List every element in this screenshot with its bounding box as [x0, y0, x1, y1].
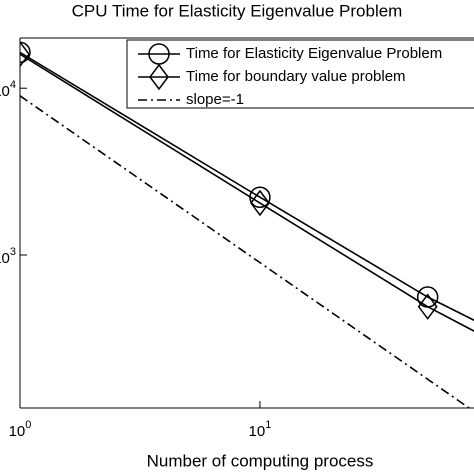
x-axis-label: Number of computing process — [147, 451, 374, 470]
x-tick-label: 101 — [249, 419, 272, 440]
series-line — [20, 95, 471, 408]
legend: Time for Elasticity Eigenvalue Problem Ti… — [126, 39, 474, 109]
plot-area — [20, 40, 474, 408]
marker — [20, 41, 31, 64]
x-tick-label: 100 — [9, 419, 32, 440]
legend-label: Time for boundary value problem — [186, 68, 406, 85]
y-tick-label: 103 — [0, 246, 16, 267]
marker — [417, 293, 438, 320]
marker — [149, 63, 169, 91]
y-tick-label: 104 — [0, 79, 16, 100]
legend-label: slope=-1 — [186, 91, 244, 108]
legend-box — [126, 39, 474, 109]
chart-title: CPU Time for Elasticity Eigenvalue Probl… — [72, 1, 403, 20]
marker — [250, 189, 270, 217]
legend-label: Time for Elasticity Eigenvalue Problem — [186, 45, 442, 62]
series-line — [20, 53, 474, 332]
marker — [20, 40, 30, 68]
series-line — [20, 51, 474, 322]
